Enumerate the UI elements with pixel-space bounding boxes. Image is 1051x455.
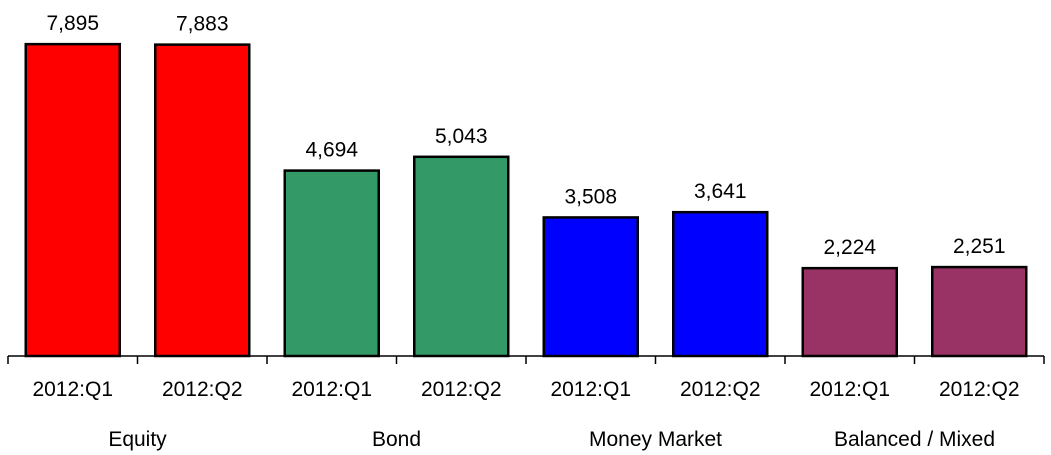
bar-bond-1 [283,169,380,358]
data-label: 3,641 [694,180,747,203]
bars-layer [24,42,1028,358]
bar-money-market-1 [542,216,639,358]
x-tick-label: 2012:Q1 [32,378,113,401]
x-tick-label: 2012:Q2 [162,378,243,401]
data-label: 2,224 [823,236,876,259]
x-axis [7,355,1045,364]
bar-balanced-mixed-1 [801,266,898,358]
data-label: 4,694 [305,139,358,162]
x-tick-label: 2012:Q2 [939,378,1020,401]
data-label: 7,895 [46,12,99,35]
x-tick-label: 2012:Q2 [421,378,502,401]
labels-layer: 7,895 2012:Q1 7,883 2012:Q2 Equity 4,694 2012:… [32,12,1019,451]
x-tick-label: 2012:Q1 [291,378,372,401]
data-label: 7,883 [176,13,229,36]
data-label: 5,043 [435,125,488,148]
x-group-label: Equity [108,428,167,451]
bar-equity-1 [24,42,121,358]
x-tick-label: 2012:Q1 [550,378,631,401]
data-label: 2,251 [953,235,1006,258]
x-group-label: Balanced / Mixed [834,428,995,451]
x-tick-label: 2012:Q1 [809,378,890,401]
bar-balanced-mixed-2 [931,265,1028,358]
bar-money-market-2 [672,210,769,358]
x-group-label: Money Market [589,428,722,451]
data-label: 3,508 [564,185,617,208]
bar-equity-2 [154,43,251,358]
bar-bond-2 [413,155,510,358]
x-tick-label: 2012:Q2 [680,378,761,401]
x-group-label: Bond [372,428,421,451]
